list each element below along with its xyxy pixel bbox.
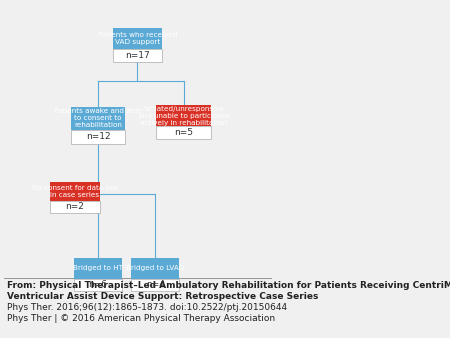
FancyBboxPatch shape — [157, 126, 211, 139]
FancyBboxPatch shape — [71, 107, 125, 130]
Text: n=2: n=2 — [65, 202, 84, 211]
Text: n=4: n=4 — [146, 281, 165, 289]
Text: Sedated/unresponsive
and unable to participate
actively in rehabilitation: Sedated/unresponsive and unable to parti… — [138, 106, 230, 126]
Text: n=17: n=17 — [125, 51, 150, 60]
FancyBboxPatch shape — [74, 279, 122, 291]
FancyBboxPatch shape — [113, 28, 162, 49]
Text: From: Physical Therapist–Led Ambulatory Rehabilitation for Patients Receiving Ce: From: Physical Therapist–Led Ambulatory … — [7, 281, 450, 290]
FancyBboxPatch shape — [113, 49, 162, 62]
FancyBboxPatch shape — [157, 105, 211, 126]
Text: Patients who received
VAD support: Patients who received VAD support — [98, 32, 177, 45]
FancyBboxPatch shape — [50, 201, 100, 213]
FancyBboxPatch shape — [131, 279, 179, 291]
Text: Phys Ther | © 2016 American Physical Therapy Association: Phys Ther | © 2016 American Physical The… — [7, 314, 275, 323]
Text: n=12: n=12 — [86, 132, 110, 141]
Text: Bridged to HT: Bridged to HT — [73, 265, 123, 271]
FancyBboxPatch shape — [74, 258, 122, 279]
Text: n=6: n=6 — [89, 281, 108, 289]
Text: Ventricular Assist Device Support: Retrospective Case Series: Ventricular Assist Device Support: Retro… — [7, 292, 318, 301]
Text: No consent for data use
in case series: No consent for data use in case series — [32, 185, 118, 198]
FancyBboxPatch shape — [131, 258, 179, 279]
Text: Patients awake and able
to consent to
rehabilitation: Patients awake and able to consent to re… — [54, 108, 142, 128]
Text: Bridged to LVAD: Bridged to LVAD — [126, 265, 184, 271]
FancyBboxPatch shape — [71, 130, 125, 144]
Text: n=5: n=5 — [174, 128, 193, 137]
Text: Phys Ther. 2016;96(12):1865-1873. doi:10.2522/ptj.20150644: Phys Ther. 2016;96(12):1865-1873. doi:10… — [7, 304, 287, 312]
FancyBboxPatch shape — [50, 183, 100, 201]
